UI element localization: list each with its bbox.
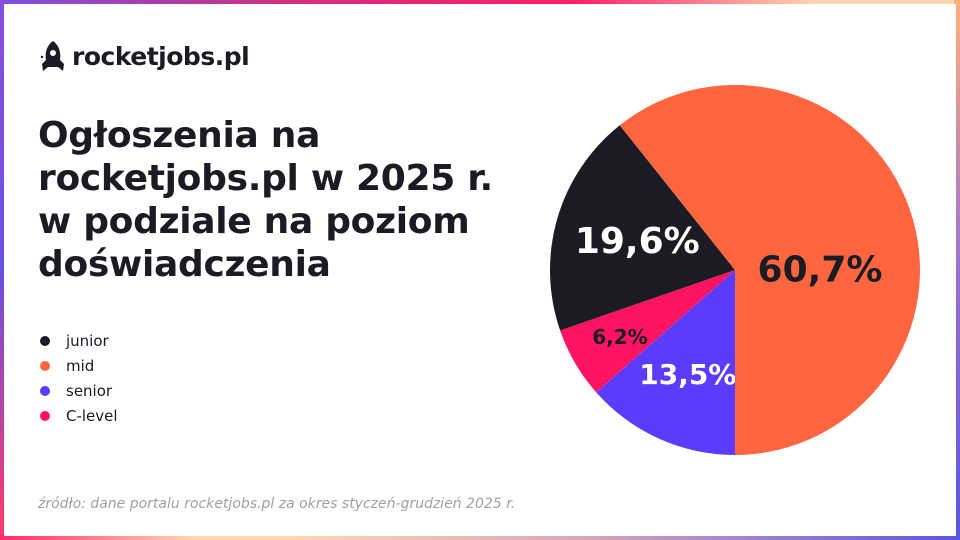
legend-swatch [40, 335, 50, 346]
legend-swatch [40, 360, 50, 371]
chart-title: Ogłoszenia na rocketjobs.pl w 2025 r. w … [38, 115, 493, 285]
frame-right [954, 0, 960, 540]
legend-item-senior: senior [38, 378, 118, 403]
source-note: źródło: dane portalu rocketjobs.pl za ok… [38, 496, 516, 512]
legend-item-c-level: C-level [38, 403, 118, 428]
pie-slice-junior [550, 125, 735, 331]
legend-swatch [40, 385, 50, 396]
data-label-mid: 60,7% [758, 250, 883, 291]
data-label-c-level: 6,2% [592, 325, 647, 349]
legend-item-mid: mid [38, 353, 118, 378]
pie-slice-senior [596, 270, 735, 456]
logo: rocketjobs.pl [38, 40, 250, 72]
legend-label: junior [66, 331, 109, 350]
frame-left [0, 0, 6, 540]
legend: junior mid senior C-level [38, 328, 118, 428]
legend-label: senior [66, 381, 113, 400]
legend-label: mid [66, 356, 95, 375]
logo-text: rocketjobs.pl [72, 41, 250, 71]
legend-item-junior: junior [38, 328, 118, 353]
legend-label: C-level [66, 406, 118, 425]
legend-swatch [40, 410, 50, 421]
data-label-senior: 13,5% [639, 358, 736, 391]
data-label-junior: 19,6% [575, 221, 700, 262]
frame-bottom [0, 534, 960, 540]
rocket-icon [40, 41, 64, 71]
pie-slice-mid [619, 85, 920, 455]
pie-slice-c-level [560, 270, 735, 393]
